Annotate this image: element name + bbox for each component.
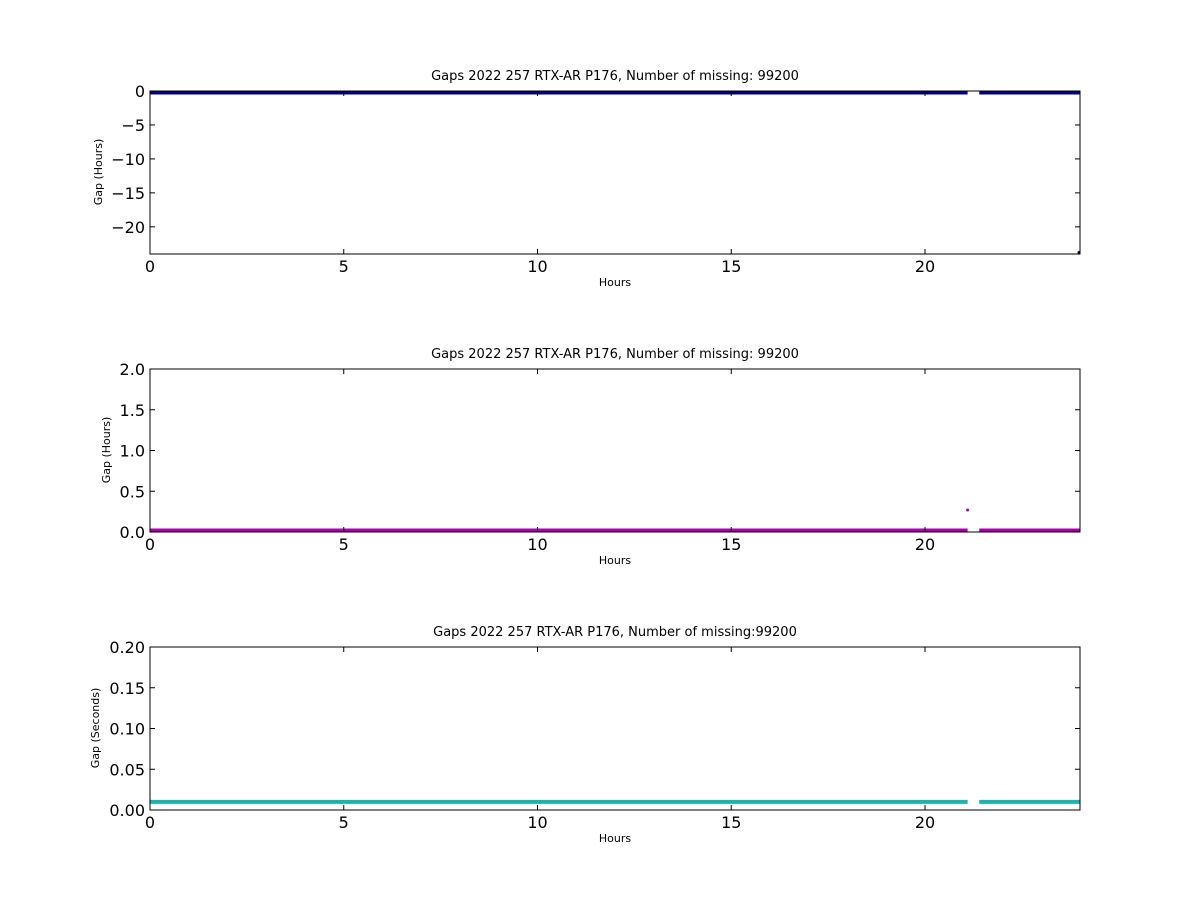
x-tick-label: 15 [721, 257, 741, 276]
x-axis-label: Hours [599, 554, 631, 567]
x-axis-label: Hours [599, 832, 631, 845]
subplot-gap-seconds: Gaps 2022 257 RTX-AR P176, Number of mis… [89, 625, 1081, 845]
y-tick-label: −15 [111, 184, 145, 203]
y-axis-label: Gap (Hours) [92, 139, 105, 206]
y-tick-label: 0.10 [109, 720, 145, 739]
chart-title: Gaps 2022 257 RTX-AR P176, Number of mis… [431, 347, 799, 362]
axes-frame [149, 646, 1081, 811]
x-tick-label: 15 [721, 535, 741, 554]
y-tick-label: 0.05 [109, 760, 145, 779]
x-tick-label: 5 [339, 535, 349, 554]
y-axis-label: Gap (Seconds) [89, 688, 102, 769]
plot-area: 0 5 10 15 20 0.0 0.5 1.0 1.5 2.0 [120, 360, 1081, 554]
y-tick-label: 1.0 [120, 442, 145, 461]
y-tick-label: −10 [111, 150, 145, 169]
chart-title: Gaps 2022 257 RTX-AR P176, Number of mis… [431, 69, 799, 84]
y-tick-label: 0.5 [120, 482, 145, 501]
y-tick-label: 0.0 [120, 523, 145, 542]
x-tick-label: 0 [145, 535, 155, 554]
axes-frame [149, 90, 1081, 255]
subplot-gap-hours: Gaps 2022 257 RTX-AR P176, Number of mis… [100, 347, 1081, 567]
plot-area: 0 5 10 15 20 0 −5 −10 −15 −20 [111, 82, 1081, 276]
x-tick-label: 20 [915, 257, 935, 276]
y-tick-label: 0 [135, 82, 145, 101]
x-tick-label: 15 [721, 813, 741, 832]
x-tick-label: 20 [915, 535, 935, 554]
x-tick-label: 5 [339, 257, 349, 276]
subplot-gap-hours-negative: Gaps 2022 257 RTX-AR P176, Number of mis… [92, 69, 1081, 289]
x-tick-label: 5 [339, 813, 349, 832]
x-tick-label: 10 [527, 813, 547, 832]
y-tick-label: 0.20 [109, 638, 145, 657]
y-tick-label: 0.00 [109, 801, 145, 820]
y-tick-label: 1.5 [120, 401, 145, 420]
plot-area: 0 5 10 15 20 0.00 0.05 0.10 0.15 0.20 [109, 638, 1081, 832]
y-tick-label: 0.15 [109, 679, 145, 698]
y-axis-label: Gap (Hours) [100, 417, 113, 484]
x-tick-label: 0 [145, 257, 155, 276]
x-tick-label: 10 [527, 535, 547, 554]
y-tick-label: 2.0 [120, 360, 145, 379]
x-tick-label: 10 [527, 257, 547, 276]
chart-title: Gaps 2022 257 RTX-AR P176, Number of mis… [433, 625, 797, 640]
axes-frame [149, 368, 1081, 533]
x-tick-label: 0 [145, 813, 155, 832]
y-tick-label: −5 [121, 116, 145, 135]
y-tick-label: −20 [111, 218, 145, 237]
data-point [966, 508, 970, 512]
x-tick-label: 20 [915, 813, 935, 832]
x-axis-label: Hours [599, 276, 631, 289]
